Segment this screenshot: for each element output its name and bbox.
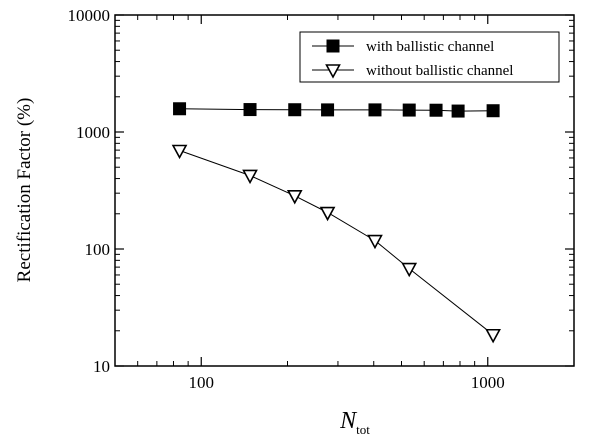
y-tick-label: 100	[85, 240, 111, 259]
data-point-triangle	[401, 262, 418, 278]
data-point-square	[402, 103, 416, 117]
y-tick-label: 10	[93, 357, 110, 376]
x-axis-title-subscript: tot	[356, 422, 370, 437]
x-tick-label: 1000	[471, 373, 505, 392]
data-point-square	[243, 103, 257, 117]
series-line-2	[179, 150, 494, 336]
data-point-square	[451, 104, 465, 118]
y-axis-title: Rectification Factor (%)	[14, 98, 35, 283]
x-axis-title-main: N	[339, 408, 358, 434]
data-point-triangle	[325, 64, 341, 79]
data-point-triangle	[171, 144, 188, 160]
legend-label: without ballistic channel	[366, 63, 513, 79]
x-axis-ticks: 100 1000	[114, 15, 575, 392]
y-tick-label: 10000	[68, 6, 111, 25]
plot-marks	[171, 102, 501, 344]
y-tick-label: 1000	[76, 123, 110, 142]
x-tick-label: 100	[188, 373, 214, 392]
data-point-square	[486, 104, 500, 118]
series-line-1	[179, 108, 494, 112]
data-point-triangle	[286, 189, 303, 205]
data-point-square	[288, 103, 302, 117]
data-point-square	[368, 103, 382, 117]
data-point-triangle	[319, 206, 336, 222]
x-axis-title: Ntot	[339, 408, 370, 437]
data-point-square	[173, 102, 187, 116]
legend-label: with ballistic channel	[366, 39, 494, 55]
plot-lines	[179, 108, 494, 336]
data-point-square	[321, 103, 335, 117]
legend-box	[299, 31, 560, 83]
data-point-triangle	[367, 234, 383, 250]
data-point-square	[429, 103, 443, 117]
legend: with ballistic channel without ballistic …	[299, 31, 560, 83]
data-point-square	[326, 39, 340, 53]
plot-frame	[114, 14, 575, 367]
legend-entries: with ballistic channel without ballistic …	[312, 39, 513, 79]
data-point-triangle	[242, 169, 258, 185]
data-point-triangle	[485, 328, 501, 344]
y-axis-ticks: 10 100 1000 10000	[68, 6, 574, 376]
